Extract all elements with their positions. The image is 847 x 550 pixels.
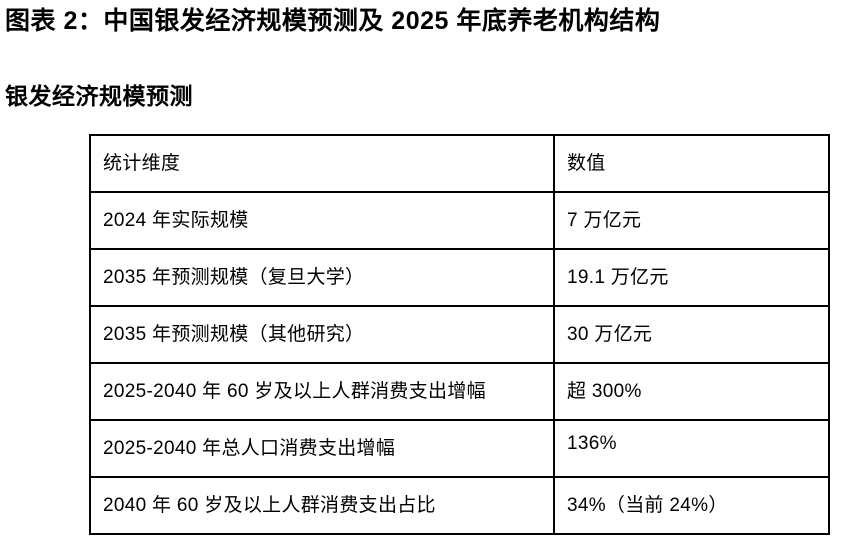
- table-row: 统计维度 数值: [89, 134, 830, 193]
- cell-value: 136%: [553, 419, 830, 478]
- cell-dimension: 2035 年预测规模（复旦大学）: [89, 248, 555, 307]
- table-row: 2025-2040 年总人口消费支出增幅 136%: [89, 419, 830, 478]
- table-body: 2024 年实际规模 7 万亿元 2035 年预测规模（复旦大学） 19.1 万亿元 2…: [89, 191, 830, 535]
- table-row: 2035 年预测规模（其他研究） 30 万亿元: [89, 305, 830, 364]
- figure-title: 图表 2：中国银发经济规模预测及 2025 年底养老机构结构: [5, 7, 661, 35]
- table-header-value: 数值: [553, 134, 830, 193]
- cell-value: 超 300%: [553, 362, 830, 421]
- cell-dimension: 2035 年预测规模（其他研究）: [89, 305, 555, 364]
- table-row: 2035 年预测规模（复旦大学） 19.1 万亿元: [89, 248, 830, 307]
- table-header-row: 统计维度 数值: [89, 134, 830, 193]
- cell-dimension: 2024 年实际规模: [89, 191, 555, 250]
- table-row: 2024 年实际规模 7 万亿元: [89, 191, 830, 250]
- data-table: 统计维度 数值 2024 年实际规模 7 万亿元 2035 年预测规模（复旦大学） 1…: [89, 134, 830, 535]
- table-row: 2040 年 60 岁及以上人群消费支出占比 34%（当前 24%）: [89, 476, 830, 535]
- cell-value: 34%（当前 24%）: [553, 476, 830, 535]
- cell-dimension: 2025-2040 年总人口消费支出增幅: [89, 419, 555, 478]
- cell-dimension: 2040 年 60 岁及以上人群消费支出占比: [89, 476, 555, 535]
- table-header-dimension: 统计维度: [89, 134, 555, 193]
- cell-value: 7 万亿元: [553, 191, 830, 250]
- cell-dimension: 2025-2040 年 60 岁及以上人群消费支出增幅: [89, 362, 555, 421]
- section-title: 银发经济规模预测: [5, 83, 193, 109]
- cell-value: 19.1 万亿元: [553, 248, 830, 307]
- table-row: 2025-2040 年 60 岁及以上人群消费支出增幅超 300%: [89, 362, 830, 421]
- cell-value: 30 万亿元: [553, 305, 830, 364]
